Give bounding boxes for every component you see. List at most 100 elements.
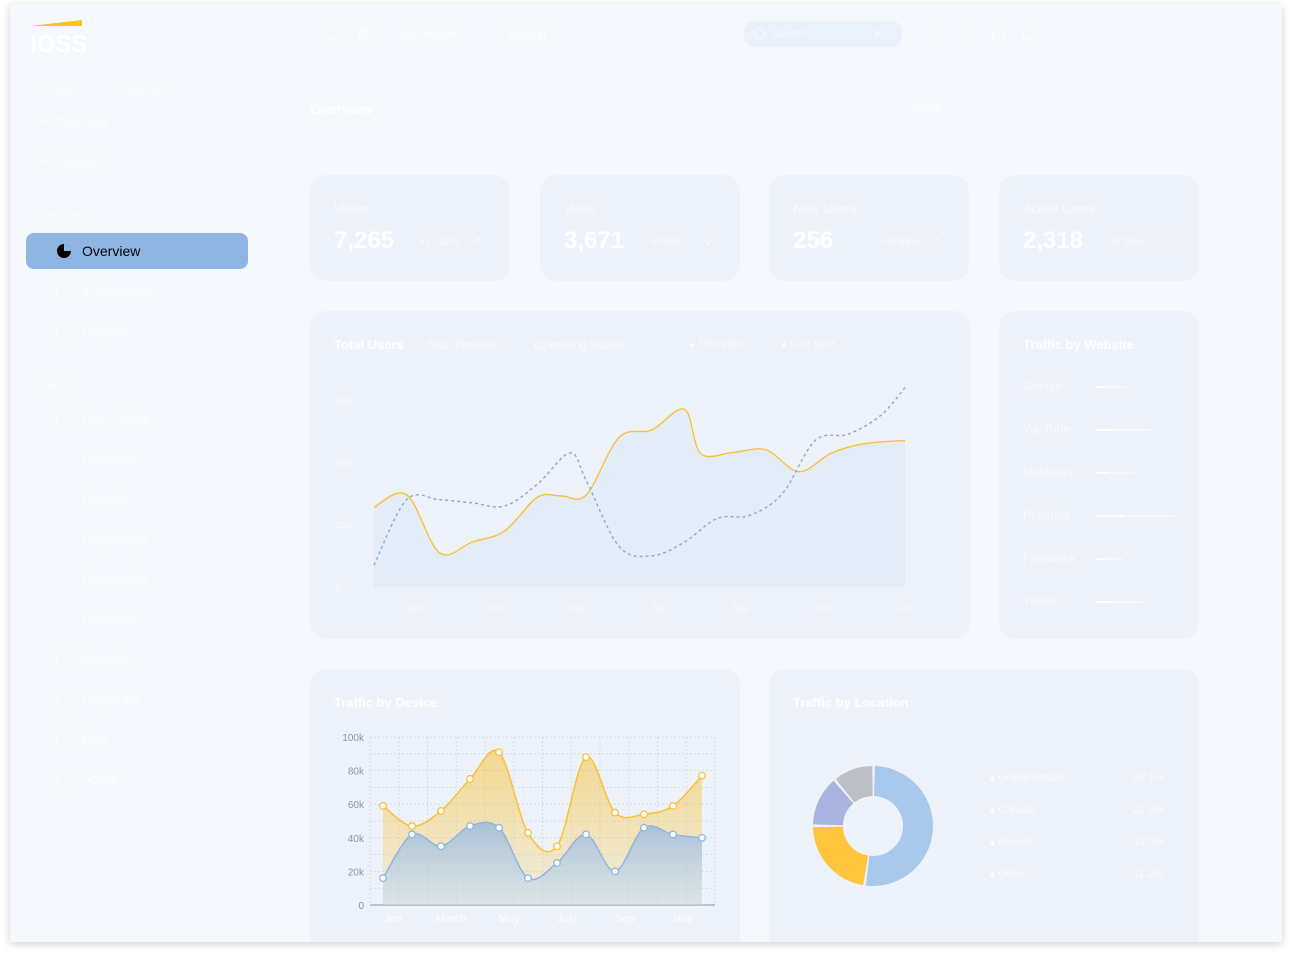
date-range-select[interactable]: Today xyxy=(912,101,942,113)
x-tick-label: Sep xyxy=(615,913,635,925)
x-tick-label: Jan xyxy=(384,913,402,925)
location-value: 22.8% xyxy=(1133,804,1165,816)
sidebar-item-ecommerce[interactable]: eCommerce xyxy=(82,283,153,298)
data-point xyxy=(553,842,561,851)
sidebar-item-overview[interactable]: Overview xyxy=(26,233,248,269)
data-point xyxy=(379,801,387,810)
donut-slice-united-states xyxy=(865,766,933,886)
x-tick-label: Jun xyxy=(815,603,830,613)
website-name: Pinterest xyxy=(1023,508,1071,522)
data-point xyxy=(495,748,503,757)
stat-title: Visits xyxy=(564,201,595,216)
tab-operating-status[interactable]: Operating Status xyxy=(534,338,625,352)
history-icon[interactable] xyxy=(960,27,973,40)
bullet-icon xyxy=(41,118,46,123)
website-bar xyxy=(1095,386,1127,388)
traffic-website-card: Traffic by Website Google YouTube Instagra… xyxy=(999,311,1199,639)
sidebar-subitem-followers[interactable]: Followers xyxy=(82,611,138,626)
location-value: 13.9% xyxy=(1133,836,1165,848)
logo: IOSS xyxy=(30,20,86,59)
sun-icon[interactable] xyxy=(928,27,941,40)
data-point xyxy=(466,822,474,830)
breadcrumb-dashboards[interactable]: Dashboards xyxy=(400,28,460,40)
y-tick-label: 100k xyxy=(342,733,365,744)
star-icon[interactable] xyxy=(355,25,371,41)
trend-up-icon: ↗ xyxy=(1161,236,1171,248)
website-bar xyxy=(1095,601,1143,603)
location-name: Other xyxy=(998,868,1026,880)
search-box[interactable]: Search ⌘/ xyxy=(744,21,902,47)
tab-favorites[interactable]: Favorites xyxy=(40,86,80,96)
data-point xyxy=(640,823,648,832)
legend-dot xyxy=(990,809,994,813)
data-point xyxy=(669,801,677,810)
sidebar-item-corporate[interactable]: Corporate xyxy=(82,691,140,706)
favorite-item-projects[interactable]: Projects xyxy=(54,154,101,169)
favorite-item-overview[interactable]: Overview xyxy=(54,114,109,129)
sidebar-item-label: Overview xyxy=(82,243,141,259)
tab-recently[interactable]: Recently xyxy=(124,86,162,96)
card-title: Traffic by Website xyxy=(1023,337,1135,352)
sidebar-subitem-documents[interactable]: Documents xyxy=(82,571,148,586)
donut-slice-canada xyxy=(813,826,869,886)
data-point xyxy=(408,830,416,839)
app-window: IOSS Favorites Recently Overview Project… xyxy=(10,4,1282,942)
y-tick-label: 30K xyxy=(336,396,352,406)
y-tick-label: 10K xyxy=(336,520,352,530)
sidebar-subitem-projects[interactable]: Projects xyxy=(82,491,129,506)
data-point xyxy=(611,867,619,876)
website-bar xyxy=(1095,558,1123,560)
total-users-chart: 30K 20K 10K 0 Jan Feb Mar Apr May Jun Jul xyxy=(336,387,910,613)
website-name: YouTube xyxy=(1023,422,1071,436)
donut-slice-mexico xyxy=(813,780,854,826)
traffic-device-chart: 100k 80k 60k 40k 20k 0 Jan March May July Sep Nov xyxy=(342,733,716,925)
y-tick-label: 0 xyxy=(336,582,341,592)
pie-chart-icon xyxy=(57,244,71,258)
data-point xyxy=(669,830,677,839)
website-name: Instagram xyxy=(1023,465,1077,479)
panel-toggle-icon[interactable] xyxy=(1023,27,1038,40)
y-tick-label: 60k xyxy=(348,800,365,811)
donut-slice-other xyxy=(835,766,873,803)
stat-card-active-users: Active Users 2,318 +6.08% ↗ xyxy=(999,175,1199,281)
card-title: Traffic by Device xyxy=(334,695,438,710)
sidebar-toggle-icon[interactable] xyxy=(324,27,339,40)
stat-title: Active Users xyxy=(1023,201,1096,216)
traffic-location-card: Traffic by Location United States 52.1% Ca… xyxy=(769,669,1199,942)
x-tick-label: Feb xyxy=(488,603,504,613)
users-icon xyxy=(56,693,71,706)
section-label-pages: Pages xyxy=(40,379,68,389)
sidebar-item-blog[interactable]: Blog xyxy=(82,731,109,746)
data-point xyxy=(379,874,387,883)
traffic-location-chart xyxy=(813,766,933,886)
tab-total-projects[interactable]: Total Projects xyxy=(426,338,499,352)
bell-icon[interactable] xyxy=(992,27,1005,40)
stat-title: Views xyxy=(334,201,369,216)
series-area-bottom xyxy=(383,822,702,905)
sidebar-item-account[interactable]: Account xyxy=(82,651,129,666)
search-input[interactable]: Search xyxy=(772,28,807,40)
blog-icon xyxy=(56,733,71,746)
account-icon xyxy=(56,653,71,666)
sidebar-item-user-profile[interactable]: User Profile xyxy=(82,411,150,426)
location-name: Canada xyxy=(998,804,1037,816)
sidebar-item-social[interactable]: Social xyxy=(82,771,118,786)
trend-down-icon: ↘ xyxy=(702,236,712,248)
legend-dot xyxy=(690,343,694,347)
y-tick-label: 80k xyxy=(348,767,365,778)
x-tick-label: Nov xyxy=(673,913,693,925)
tab-total-users[interactable]: Total Users xyxy=(334,337,404,352)
stat-change: +11.01% xyxy=(420,237,460,248)
location-name: United States xyxy=(998,772,1065,784)
breadcrumb-default: Default xyxy=(508,28,547,42)
legend-dot xyxy=(990,777,994,781)
stat-value: 7,265 xyxy=(334,227,395,254)
x-tick-label: Jan xyxy=(407,603,422,613)
folder-icon xyxy=(56,325,71,338)
bullet-icon xyxy=(41,158,46,163)
sidebar-subitem-overview[interactable]: Overview xyxy=(82,451,137,466)
stat-card-new-users: New Users 256 +15.03% ↗ xyxy=(769,175,969,281)
sidebar-subitem-campaigns[interactable]: Campaigns xyxy=(82,531,148,546)
logo-swoosh-icon xyxy=(30,20,82,26)
sidebar-item-projects[interactable]: Projects xyxy=(82,323,129,338)
